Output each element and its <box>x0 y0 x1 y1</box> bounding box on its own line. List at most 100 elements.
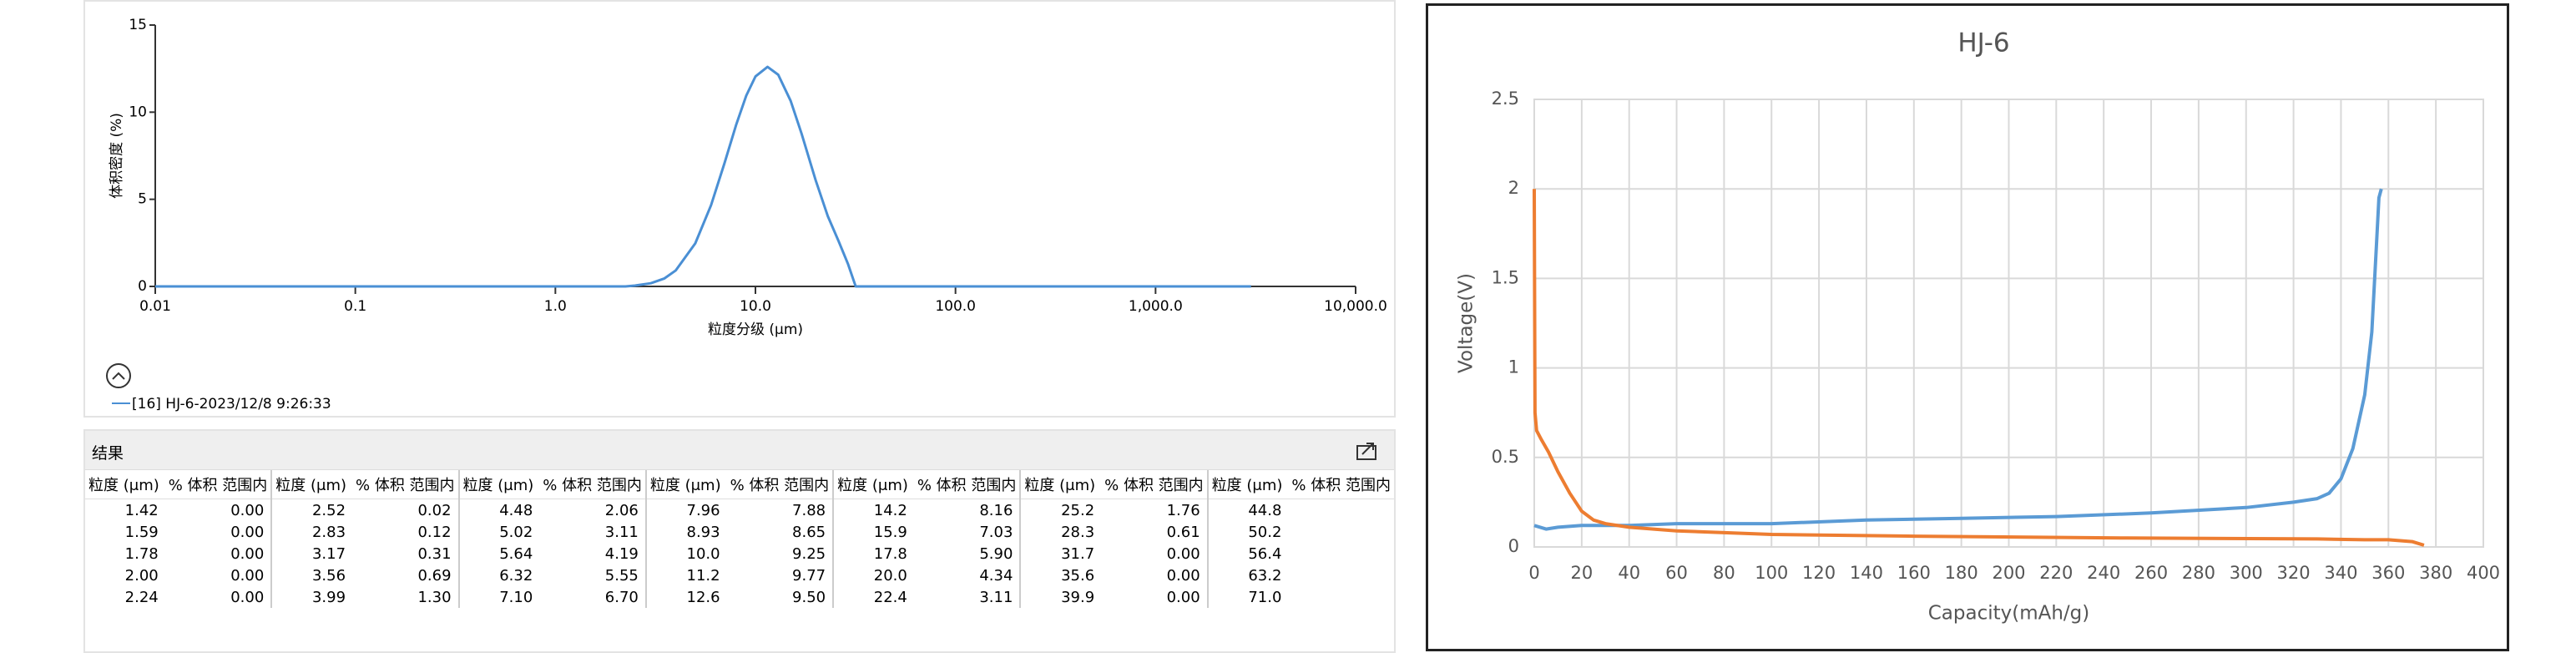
y-tick-label: 2.5 <box>1492 89 1519 109</box>
table-cell: 39.9 <box>1019 586 1102 608</box>
x-axis-label: 粒度分级 (μm) <box>708 321 803 338</box>
results-header: 结果 <box>85 431 1394 470</box>
legend-toggle-icon <box>112 372 125 380</box>
column-header: % 体积 范围内 <box>164 470 272 499</box>
chart-title: HJ-6 <box>1957 28 2009 58</box>
table-cell: 28.3 <box>1019 521 1102 543</box>
column-header: % 体积 范围内 <box>352 470 459 499</box>
table-cell: 63.2 <box>1206 564 1289 586</box>
x-tick-label: 0 <box>1528 563 1539 583</box>
x-tick-label: 340 <box>2324 563 2357 583</box>
table-row: 1.78 0.00 3.17 0.31 5.64 4.19 10.0 9.25 17.8 5.90… <box>85 543 1394 564</box>
table-cell: 17.8 <box>832 543 914 564</box>
column-header: % 体积 范围内 <box>726 470 834 499</box>
table-cell: 6.32 <box>457 564 540 586</box>
table-cell: 1.42 <box>124 501 159 519</box>
x-tick-label: 1.0 <box>544 298 567 315</box>
table-cell: 44.8 <box>1206 499 1289 521</box>
table-cell: 2.06 <box>604 501 639 519</box>
table-cell: 50.2 <box>1206 521 1289 543</box>
x-tick-label: 20 <box>1570 563 1593 583</box>
table-cell: 3.11 <box>604 523 639 541</box>
column-header: 粒度 (μm) <box>270 470 353 499</box>
x-tick-label: 160 <box>1897 563 1931 583</box>
x-tick-label: 10,000.0 <box>1324 298 1387 315</box>
table-cell: 0.02 <box>417 501 452 519</box>
table-cell: 71.0 <box>1206 586 1289 608</box>
table-row: 2.24 0.00 3.99 1.30 7.10 6.70 12.6 9.50 22.4 3.11… <box>85 586 1394 608</box>
x-tick-label: 0.1 <box>344 298 366 315</box>
export-button[interactable] <box>1356 439 1379 461</box>
table-cell: 0.69 <box>417 566 452 585</box>
table-cell: 0.00 <box>230 501 265 519</box>
table-cell: 4.34 <box>979 566 1013 585</box>
table-cell: 1.78 <box>124 544 159 563</box>
column-header: 粒度 (μm) <box>644 470 727 499</box>
series-line <box>155 65 1251 288</box>
x-tick-label: 1,000.0 <box>1129 298 1183 315</box>
x-tick-label: 240 <box>2087 563 2120 583</box>
y-tick-label: 5 <box>138 191 147 208</box>
table-row: 2.00 0.00 3.56 0.69 6.32 5.55 11.2 9.77 20.0 4.34… <box>85 564 1394 586</box>
series-line <box>1533 189 2425 547</box>
table-cell: 1.30 <box>417 588 452 606</box>
x-tick-label: 360 <box>2371 563 2405 583</box>
x-tick-label: 300 <box>2230 563 2263 583</box>
y-axis-label: Voltage(V) <box>1456 273 1477 373</box>
table-cell: 1.76 <box>1166 501 1200 519</box>
column-header: % 体积 范围内 <box>913 470 1021 499</box>
x-axis-label: Capacity(mAh/g) <box>1928 603 2090 625</box>
table-cell: 2.24 <box>124 588 159 606</box>
x-tick-label: 10.0 <box>740 298 771 315</box>
y-tick-label: 0 <box>1508 536 1519 556</box>
table-cell: 3.56 <box>270 564 353 586</box>
table-cell: 7.10 <box>457 586 540 608</box>
series-line <box>1533 188 2383 531</box>
table-cell: 0.00 <box>230 588 265 606</box>
table-cell: 31.7 <box>1019 543 1102 564</box>
table-cell: 12.6 <box>644 586 727 608</box>
x-tick-label: 180 <box>1945 563 1978 583</box>
y-tick-label: 0 <box>138 278 147 295</box>
x-tick-label: 40 <box>1618 563 1640 583</box>
table-cell: 11.2 <box>644 564 727 586</box>
legend-label: [16] HJ-6-2023/12/8 9:26:33 <box>132 396 331 413</box>
x-tick-label: 400 <box>2467 563 2500 583</box>
x-tick-label: 60 <box>1665 563 1688 583</box>
results-title: 结果 <box>92 444 124 463</box>
table-cell: 0.00 <box>1166 566 1200 585</box>
table-cell: 22.4 <box>832 586 914 608</box>
table-cell: 56.4 <box>1206 543 1289 564</box>
y-axis-label: 体积密度 (%) <box>109 113 125 199</box>
table-cell: 9.50 <box>792 588 826 606</box>
results-table: 粒度 (μm)% 体积 范围内 粒度 (μm)% 体积 范围内 粒度 (μm)% 体… <box>85 470 1394 608</box>
table-cell: 5.90 <box>979 544 1013 563</box>
x-tick-label: 80 <box>1713 563 1735 583</box>
table-cell: 0.12 <box>417 523 452 541</box>
table-cell: 5.02 <box>457 521 540 543</box>
table-cell: 2.52 <box>270 499 353 521</box>
y-tick-label: 0.5 <box>1492 447 1519 467</box>
column-header: % 体积 范围内 <box>539 470 646 499</box>
x-tick-label: 320 <box>2277 563 2311 583</box>
table-cell: 3.99 <box>270 586 353 608</box>
table-cell: 2.00 <box>124 566 159 585</box>
column-header: 粒度 (μm) <box>1206 470 1289 499</box>
table-cell: 2.83 <box>270 521 353 543</box>
table-row: 1.59 0.00 2.83 0.12 5.02 3.11 8.93 8.65 15.9 7.03… <box>85 521 1394 543</box>
y-tick-label: 10 <box>129 104 147 120</box>
x-tick-label: 100 <box>1755 563 1788 583</box>
table-cell: 0.00 <box>230 566 265 585</box>
y-tick-label: 2 <box>1508 178 1519 198</box>
y-tick-label: 1.5 <box>1492 267 1519 287</box>
y-tick-label: 15 <box>129 17 147 33</box>
column-header: 粒度 (μm) <box>85 470 165 499</box>
table-cell: 8.16 <box>979 501 1013 519</box>
voltage-chart: HJ-6 0 0.5 1 1.5 2 2.5 0 20 40 60 80 100 120 140 160 180… <box>1426 3 2509 651</box>
legend-toggle[interactable] <box>106 363 131 388</box>
column-header: 粒度 (μm) <box>1019 470 1102 499</box>
table-cell: 14.2 <box>832 499 914 521</box>
table-cell: 0.00 <box>1166 544 1200 563</box>
table-cell: 4.48 <box>457 499 540 521</box>
